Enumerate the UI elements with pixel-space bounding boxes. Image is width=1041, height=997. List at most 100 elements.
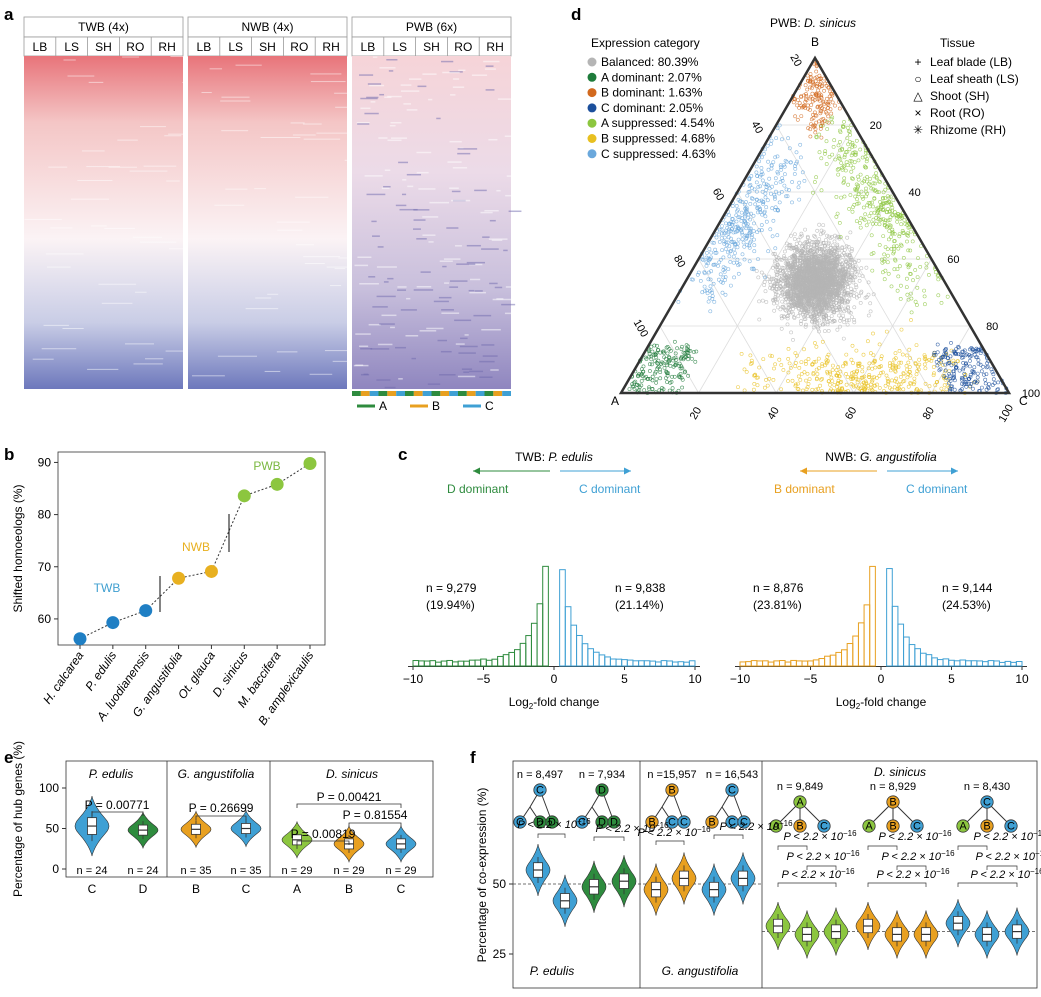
violin-ylabel: Percentage of hub genes (%) bbox=[11, 741, 25, 897]
histogram-bar bbox=[468, 659, 476, 667]
c-suppressed-point bbox=[729, 236, 733, 241]
c-suppressed-point bbox=[741, 222, 746, 227]
heatmap-stripe bbox=[485, 89, 495, 91]
b-suppressed-point bbox=[790, 378, 795, 383]
heatmap-stripe bbox=[302, 123, 322, 125]
c-dominant-point bbox=[968, 354, 973, 359]
c-suppressed-point bbox=[721, 275, 726, 280]
heatmap-stripe bbox=[395, 346, 406, 349]
c-dominant-point bbox=[952, 372, 957, 377]
a-dominant-point bbox=[684, 346, 689, 351]
heatmap-stripe bbox=[260, 137, 301, 139]
subgenome-bar-segment bbox=[466, 391, 476, 396]
a-suppressed-point bbox=[856, 183, 861, 188]
a-dominant-point bbox=[644, 357, 649, 361]
b-dominant-point bbox=[799, 114, 804, 119]
balanced-point bbox=[797, 256, 802, 261]
histogram-bar bbox=[632, 660, 640, 667]
heatmap-stripe bbox=[399, 208, 418, 211]
a-suppressed-point bbox=[841, 124, 846, 129]
a-suppressed-point bbox=[835, 211, 840, 216]
b-suppressed-point bbox=[898, 374, 903, 379]
heatmap-stripe bbox=[363, 373, 369, 376]
balanced-point bbox=[787, 270, 791, 275]
c-suppressed-point bbox=[794, 161, 798, 166]
heatmap-stripe bbox=[422, 73, 437, 75]
a-suppressed-point bbox=[859, 216, 863, 221]
balanced-point bbox=[830, 281, 835, 286]
b-suppressed-point bbox=[917, 357, 922, 362]
balanced-point bbox=[806, 309, 811, 314]
heatmap-stripe bbox=[469, 278, 481, 281]
c-suppressed-point bbox=[774, 181, 778, 186]
balanced-point bbox=[832, 257, 837, 262]
a-suppressed-point bbox=[811, 190, 815, 195]
heatmap-stripe bbox=[387, 95, 402, 98]
b-suppressed-point bbox=[825, 354, 830, 359]
a-suppressed-point bbox=[909, 291, 913, 296]
heatmap-stripe bbox=[508, 210, 522, 213]
balanced-point bbox=[778, 268, 783, 273]
histogram-bar bbox=[942, 658, 950, 667]
b-suppressed-point bbox=[909, 381, 914, 386]
heatmap-stripe bbox=[398, 378, 403, 380]
c-suppressed-point bbox=[748, 201, 753, 206]
b-dominant-point bbox=[824, 110, 828, 115]
c-suppressed-point bbox=[735, 260, 739, 265]
balanced-point bbox=[826, 241, 831, 246]
a-suppressed-point bbox=[884, 210, 889, 215]
balanced-point bbox=[835, 327, 840, 332]
tree-n-label: n =15,957 bbox=[647, 769, 696, 781]
b-dominant-point bbox=[813, 130, 818, 135]
b-suppressed-point bbox=[818, 383, 823, 388]
b-suppressed-point bbox=[881, 370, 885, 375]
heatmap-stripe bbox=[367, 83, 382, 85]
b-dominant-point bbox=[826, 85, 831, 90]
balanced-point bbox=[836, 254, 841, 259]
a-dominant-point bbox=[670, 386, 675, 391]
balanced-point bbox=[789, 233, 793, 238]
balanced-point bbox=[828, 260, 832, 265]
balanced-point bbox=[831, 300, 836, 305]
c-suppressed-point bbox=[731, 260, 736, 265]
b-suppressed-point bbox=[849, 357, 854, 362]
b-suppressed-point bbox=[742, 367, 747, 372]
a-suppressed-point bbox=[848, 132, 853, 137]
c-suppressed-point bbox=[736, 271, 741, 276]
balanced-point bbox=[818, 232, 823, 237]
b-suppressed-point bbox=[838, 380, 843, 385]
balanced-point bbox=[836, 234, 840, 239]
c-suppressed-point bbox=[783, 158, 788, 163]
a-suppressed-point bbox=[913, 268, 918, 272]
c-dominant-point bbox=[939, 360, 943, 365]
c-suppressed-point bbox=[761, 200, 766, 205]
c-suppressed-point bbox=[731, 254, 736, 259]
b-dominant-point bbox=[809, 86, 814, 91]
b-suppressed-point bbox=[786, 370, 791, 375]
right-axis-tick-label: 60 bbox=[947, 254, 959, 266]
balanced-point bbox=[783, 272, 788, 277]
histogram-bar bbox=[626, 659, 634, 667]
a-suppressed-point bbox=[852, 160, 857, 165]
b-suppressed-point bbox=[761, 357, 766, 362]
heatmap-stripe bbox=[48, 166, 68, 168]
heatmap-stripe bbox=[451, 190, 461, 193]
c-suppressed-point bbox=[769, 163, 774, 168]
c-suppressed-point bbox=[713, 247, 718, 252]
b-dominant-point bbox=[825, 96, 829, 101]
balanced-point bbox=[851, 280, 856, 285]
c-dominant-point bbox=[948, 354, 953, 359]
c-dominant-point bbox=[957, 368, 962, 373]
a-suppressed-point bbox=[875, 190, 880, 194]
heatmap-stripe bbox=[122, 56, 140, 58]
a-suppressed-point bbox=[865, 157, 869, 161]
heatmap-stripe bbox=[388, 70, 394, 72]
c-dominant-point bbox=[943, 362, 948, 367]
c-suppressed-point bbox=[796, 185, 801, 190]
heatmap-stripe bbox=[437, 339, 447, 342]
c-dominant-point bbox=[979, 369, 984, 374]
a-suppressed-point bbox=[868, 176, 873, 181]
b-suppressed-point bbox=[927, 357, 932, 362]
heatmap-stripe bbox=[479, 376, 493, 378]
histogram-bar bbox=[936, 659, 944, 667]
